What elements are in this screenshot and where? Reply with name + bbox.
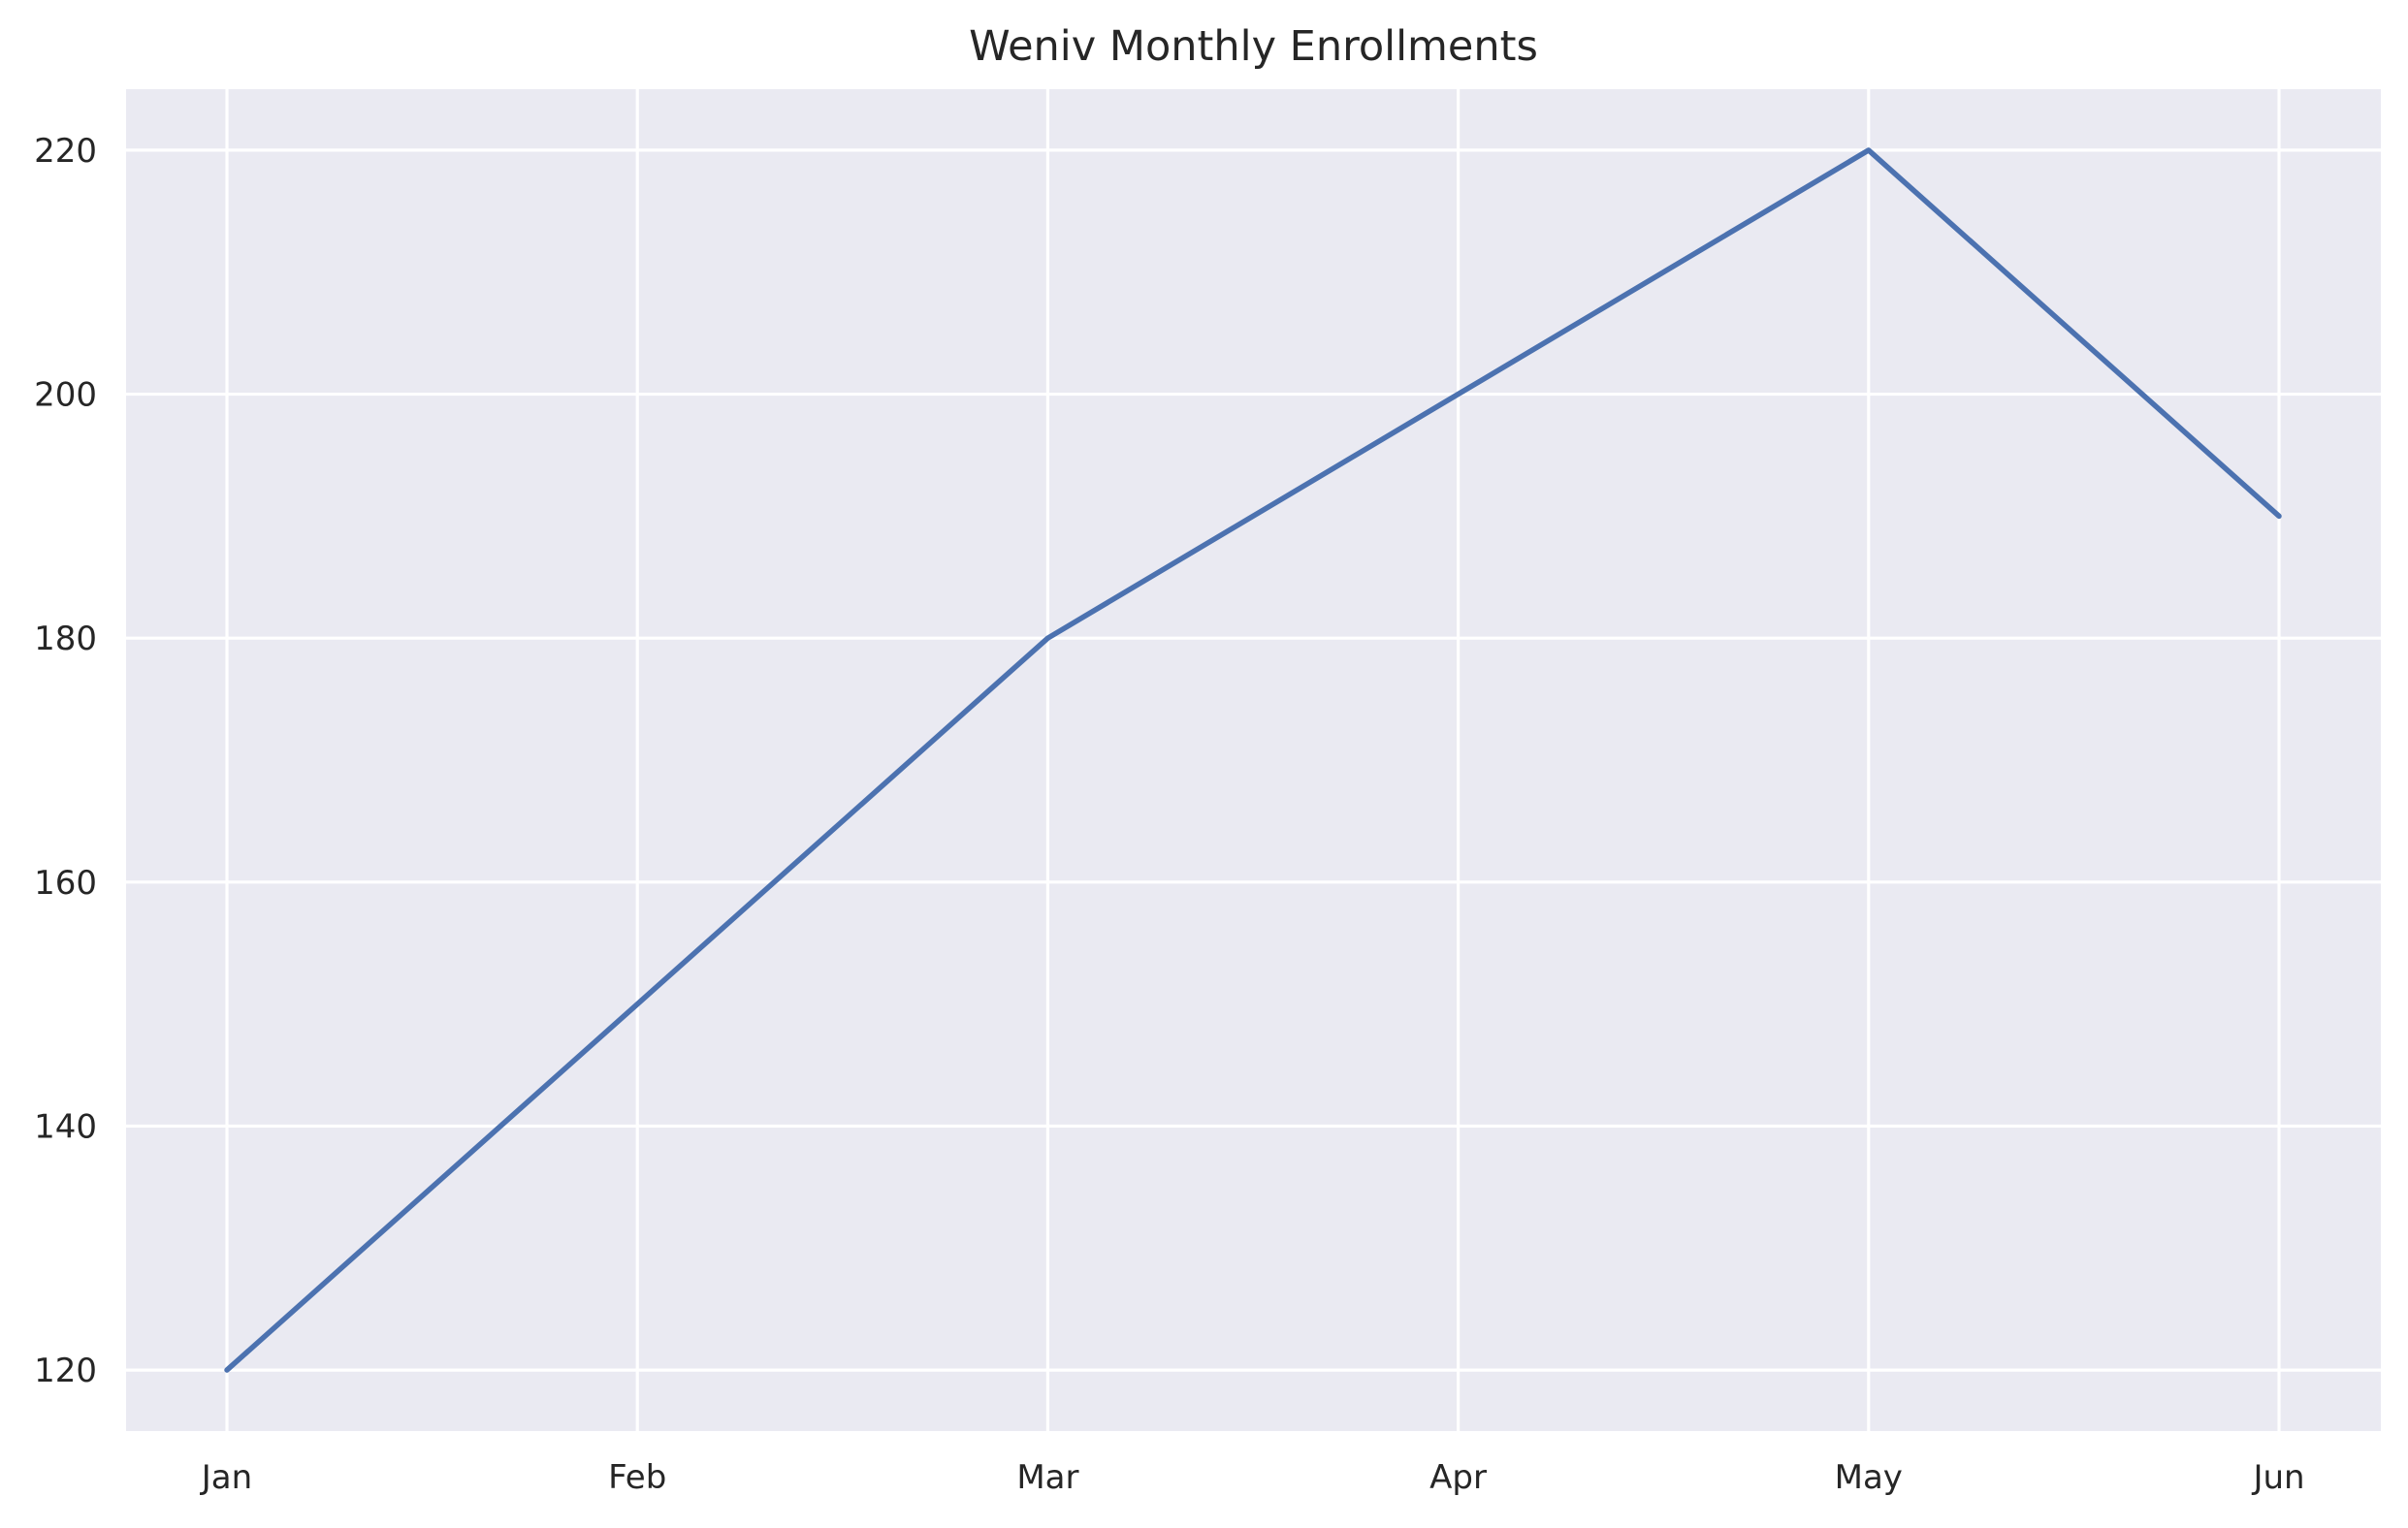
x-tick-label: May bbox=[1835, 1458, 1903, 1497]
y-tick-label: 180 bbox=[34, 620, 97, 658]
x-tick-label: Feb bbox=[608, 1458, 666, 1497]
y-tick-label: 160 bbox=[34, 864, 97, 903]
y-axis-ticks: 120 140 160 180 200 220 bbox=[34, 132, 97, 1390]
x-gridlines bbox=[225, 89, 2281, 1431]
x-tick-label: Jun bbox=[2251, 1458, 2304, 1497]
chart-title: Weniv Monthly Enrollments bbox=[969, 22, 1538, 71]
x-axis-ticks: Jan Feb Mar Apr May Jun bbox=[200, 1458, 2305, 1497]
y-tick-label: 200 bbox=[34, 376, 97, 415]
y-tick-label: 220 bbox=[34, 132, 97, 171]
series-group bbox=[224, 147, 2282, 1373]
x-tick-label: Mar bbox=[1016, 1458, 1078, 1497]
x-tick-label: Apr bbox=[1429, 1458, 1487, 1497]
y-tick-label: 120 bbox=[34, 1352, 97, 1390]
plot-area bbox=[126, 89, 2381, 1431]
y-tick-label: 140 bbox=[34, 1107, 97, 1146]
x-tick-label: Jan bbox=[200, 1458, 252, 1497]
series-line bbox=[224, 147, 2282, 1373]
